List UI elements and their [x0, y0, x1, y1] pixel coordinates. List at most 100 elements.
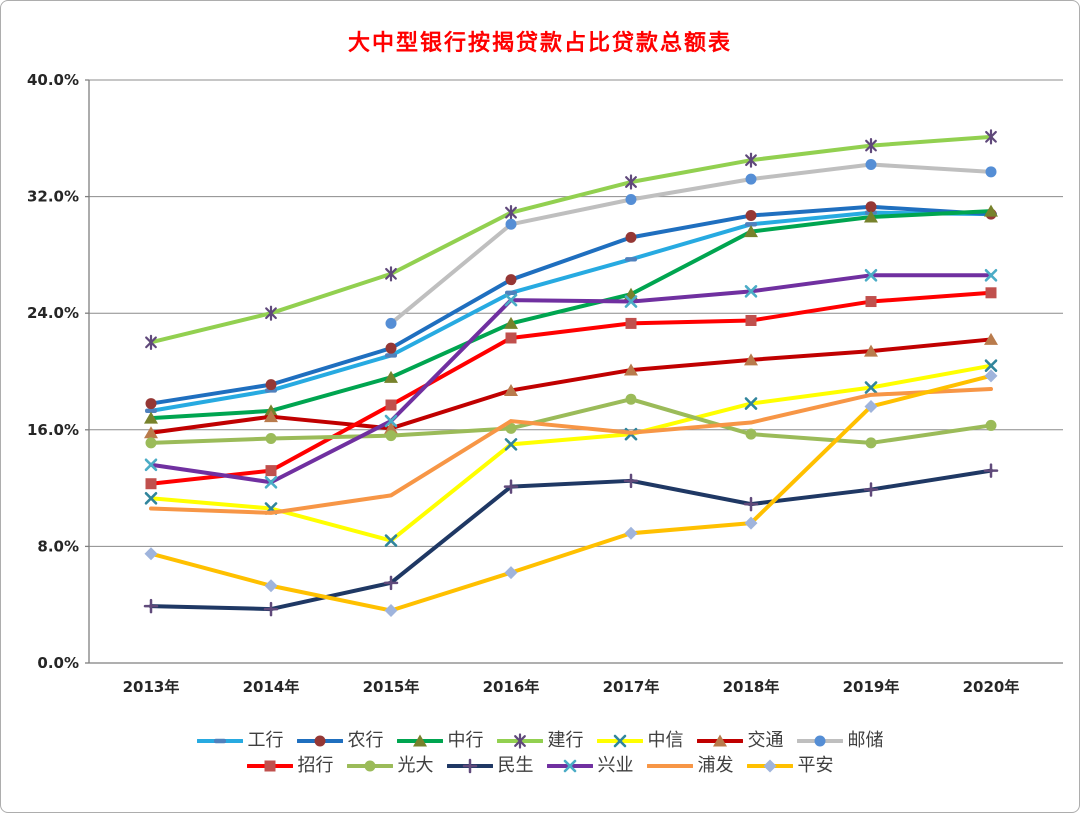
series-marker [744, 353, 758, 366]
x-tick-label: 2020年 [963, 678, 1020, 696]
legend-line-sample [746, 759, 793, 773]
legend-line-sample [346, 760, 393, 772]
series-line [149, 468, 993, 612]
series-marker [513, 735, 526, 747]
series-marker [865, 437, 877, 449]
series-marker [505, 290, 517, 295]
series-marker [505, 422, 517, 434]
series-农行 [145, 201, 997, 410]
series-marker [624, 363, 638, 376]
legend-label: 平安 [797, 755, 834, 776]
series-marker [984, 369, 998, 383]
series-marker [864, 210, 878, 223]
legend-item-浦发: 浦发 [646, 755, 734, 776]
series-交通 [144, 332, 998, 439]
series-line [149, 134, 993, 345]
series-平安 [144, 369, 998, 618]
legend-label: 招行 [297, 755, 334, 776]
series-marker [712, 734, 727, 747]
series-marker [384, 414, 398, 428]
x-tick-label: 2017年 [603, 678, 660, 696]
series-民生 [143, 463, 999, 617]
x-tick-label: 2018年 [723, 678, 780, 696]
series-marker [504, 566, 518, 580]
series-marker [505, 218, 517, 230]
series-line [149, 386, 993, 515]
series-marker [145, 336, 157, 349]
series-marker [144, 458, 158, 472]
series-marker [625, 176, 637, 188]
series-marker [144, 492, 158, 505]
legend-line-sample [546, 759, 593, 773]
legend-label: 兴业 [597, 755, 634, 776]
legend-item-平安: 平安 [746, 755, 834, 776]
series-marker [985, 130, 997, 143]
legend-row: 招行 光大 民生 兴业 浦发 平安 [246, 755, 834, 776]
legend-label: 建行 [547, 730, 584, 751]
series-marker [264, 475, 278, 489]
series-marker [385, 267, 397, 280]
series-marker [265, 307, 277, 320]
series-marker [745, 173, 757, 185]
legend-row: 工行 农行 中行 建行 中信 交通 邮储 [196, 730, 884, 751]
series-marker [814, 735, 825, 747]
series-marker [744, 285, 758, 298]
series-marker [625, 194, 637, 206]
series-marker [745, 428, 757, 440]
legend-label: 光大 [397, 755, 434, 776]
y-tick-label: 16.0% [27, 421, 79, 439]
series-marker [625, 393, 637, 405]
x-tick-label: 2016年 [483, 678, 540, 696]
y-tick-label: 24.0% [27, 304, 79, 322]
legend-line-sample [296, 735, 343, 747]
series-marker [625, 257, 637, 262]
series-marker [265, 465, 277, 477]
series-marker [145, 398, 157, 410]
series-marker [385, 342, 397, 354]
legend-label: 浦发 [697, 755, 734, 776]
series-兴业 [144, 269, 998, 489]
series-marker [625, 317, 637, 329]
series-浦发 [149, 386, 993, 515]
series-marker [624, 526, 638, 540]
series-marker [504, 293, 518, 307]
legend-label: 工行 [247, 730, 284, 751]
series-marker [984, 204, 998, 217]
series-marker [265, 379, 277, 391]
x-tick-label: 2019年 [843, 678, 900, 696]
series-marker [744, 397, 758, 410]
series-marker [144, 426, 158, 439]
series-marker [984, 269, 998, 282]
legend-line-sample [596, 734, 643, 748]
legend-label: 邮储 [847, 730, 884, 751]
series-marker [264, 410, 278, 423]
y-tick-label: 32.0% [27, 188, 79, 206]
legend-item-中信: 中信 [596, 732, 684, 750]
series-marker [763, 759, 776, 773]
series-line [149, 204, 993, 406]
series-marker [384, 421, 398, 434]
legend-line-sample [446, 758, 493, 774]
legend-label: 农行 [347, 730, 384, 751]
series-marker [364, 760, 375, 772]
series-marker [625, 231, 637, 243]
series-marker [864, 269, 878, 282]
chart-title: 大中型银行按揭贷款占比贷款总额表 [347, 30, 732, 56]
series-邮储 [385, 159, 997, 329]
legend-item-农行: 农行 [296, 730, 384, 751]
series-line [149, 363, 993, 543]
series-marker [613, 734, 626, 748]
series-marker [744, 516, 758, 530]
series-marker [145, 408, 157, 414]
series-marker [985, 419, 997, 431]
legend-line-sample [496, 733, 543, 749]
series-光大 [145, 393, 997, 449]
series-marker [264, 760, 275, 772]
series-marker [745, 154, 757, 167]
legend-label: 中行 [447, 730, 484, 751]
series-line [149, 273, 993, 485]
legend-line-sample [246, 760, 293, 772]
legend-item-中行: 中行 [396, 730, 484, 751]
legend-item-民生: 民生 [446, 757, 534, 775]
